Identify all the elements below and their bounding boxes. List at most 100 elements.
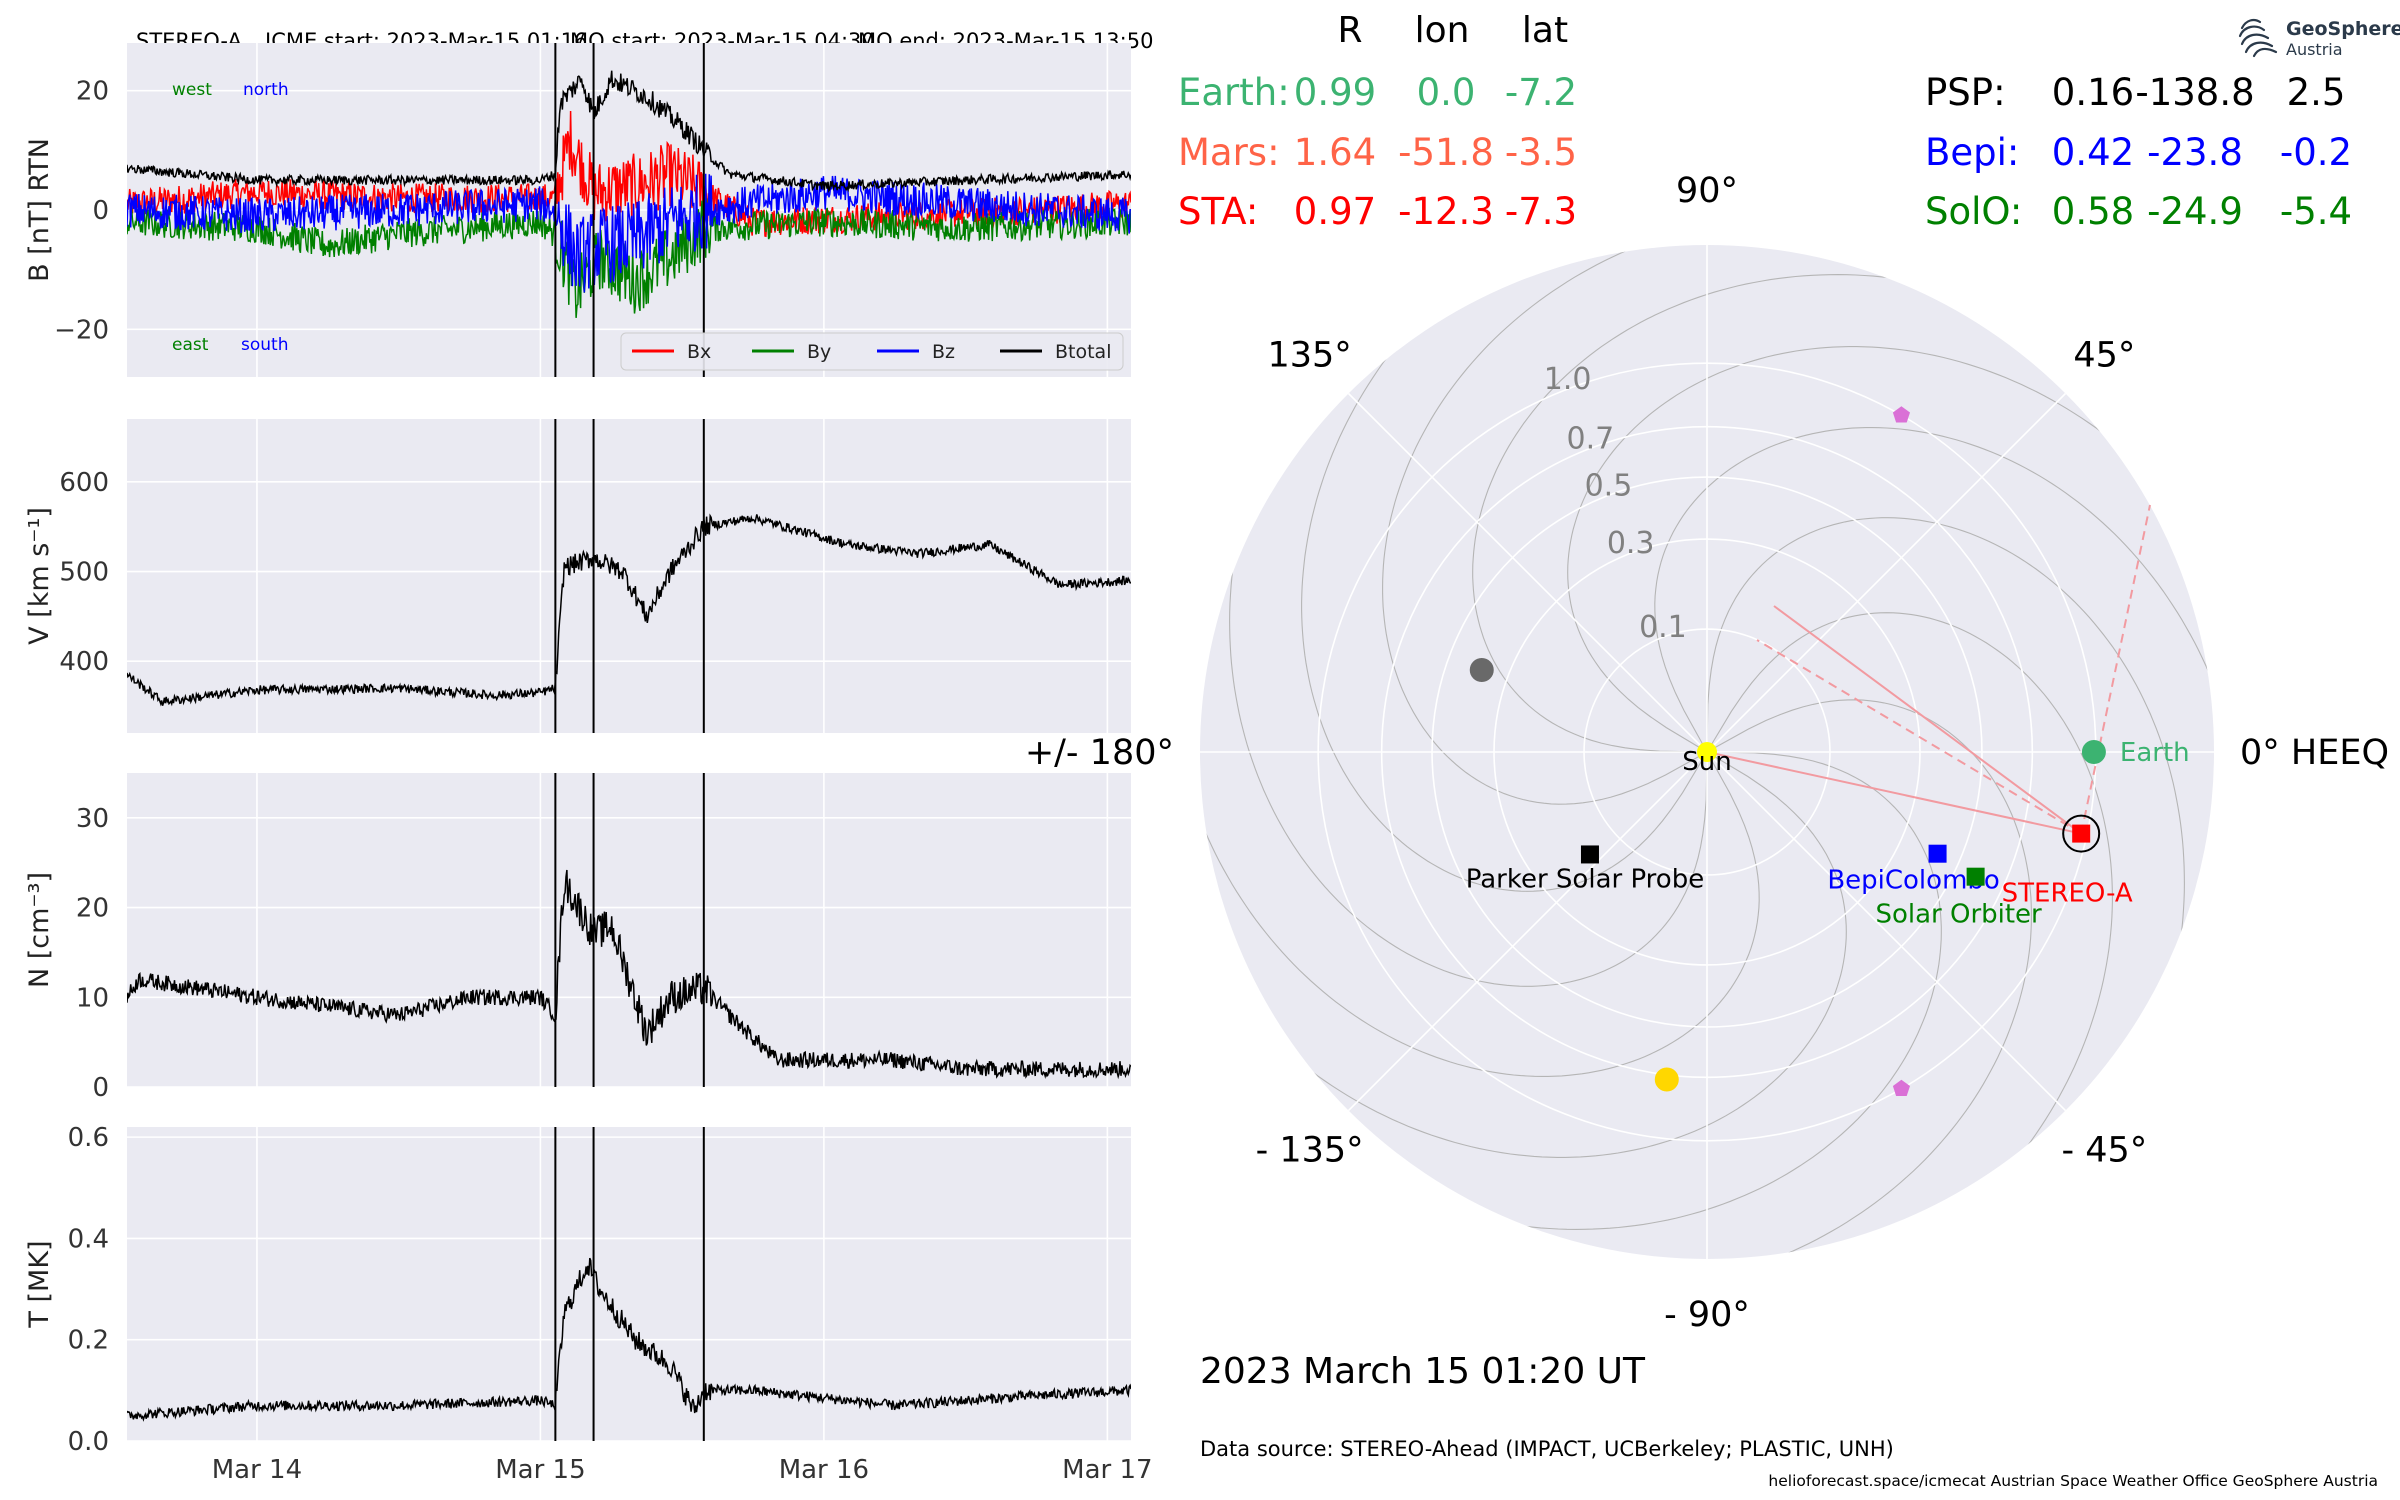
y-tick-label: 600 — [59, 468, 109, 498]
pos-right-lat-2: -5.4 — [2280, 190, 2352, 233]
parker-spiral-0 — [1478, 751, 1942, 1230]
panel-b-field: −20 0 20 B [nT] RTN west north east south Bx By Bz… — [24, 43, 1131, 377]
legend-frame — [620, 332, 1124, 371]
series-line-v — [127, 513, 1131, 707]
y-tick-label: 400 — [59, 647, 109, 677]
parker-spiral-8 — [1301, 320, 1708, 892]
x-tick-label: Mar 15 — [495, 1455, 585, 1485]
body-marker-sun — [1697, 742, 1717, 762]
series-line-btotal — [127, 70, 1131, 193]
panel-t-series-group — [127, 1257, 1131, 1422]
parker-spiral-4 — [1654, 427, 2214, 753]
cme-line-0 — [1773, 605, 2082, 835]
body-marker-l5 — [1892, 1079, 1910, 1096]
panel-b-series-group — [127, 70, 1131, 318]
cme-line-center — [1706, 751, 2082, 835]
pos-right-r-0: 0.16 — [2052, 71, 2134, 114]
pos-left-r-1: 1.64 — [1294, 131, 1376, 174]
pos-right-lon-1: -23.8 — [2147, 131, 2243, 174]
body-marker-l4 — [1892, 406, 1910, 423]
y-tick-label: 0.0 — [68, 1427, 109, 1457]
pos-right-lat-1: -0.2 — [2280, 131, 2352, 174]
series-line-t — [127, 1257, 1131, 1422]
geosphere-logo-icon — [2238, 18, 2278, 58]
body-marker-parker-solar-probe — [1580, 845, 1599, 864]
y-tick-label: 10 — [76, 983, 109, 1013]
pos-left-lon-0: 0.0 — [1417, 71, 1476, 114]
y-tick-label: 500 — [59, 558, 109, 588]
panel-t-background — [127, 1127, 1131, 1441]
series-line-bx — [127, 110, 1131, 238]
body-marker-solar-orbiter — [1966, 867, 1985, 886]
pos-right-r-1: 0.42 — [2052, 131, 2134, 174]
panel-t-temperature: Mar 14 Mar 15 Mar 16 Mar 17 0.0 0.2 0.4 0.6 T [M… — [24, 1123, 1153, 1485]
series-line-by — [127, 198, 1131, 318]
stereo-a-ring — [2062, 814, 2101, 853]
parker-spirals — [1200, 245, 2214, 1259]
parker-spiral-9 — [1229, 523, 1708, 987]
legend: Bx By Bz Btotal — [620, 332, 1124, 371]
pos-right-lon-2: -24.9 — [2147, 190, 2243, 233]
pos-right-name-1: Bepi: — [1925, 131, 2019, 174]
legend-label-bz: Bz — [932, 341, 955, 363]
parker-spiral-11 — [1275, 751, 1847, 1158]
cme-line-1 — [1756, 639, 2082, 835]
panel-n-ylabel: N [cm⁻³] — [24, 872, 55, 988]
pos-left-lat-1: -3.5 — [1505, 131, 1577, 174]
x-tick-label: Mar 14 — [212, 1455, 302, 1485]
angle-label: 0° HEEQ — [2240, 733, 2389, 773]
series-line-n — [127, 869, 1131, 1080]
y-tick-label: 0.4 — [68, 1224, 109, 1254]
radial-tick-label: 0.7 — [1567, 421, 1615, 456]
pos-left-lon-1: -51.8 — [1398, 131, 1494, 174]
body-label-parker-solar-probe: Parker Solar Probe — [1466, 864, 1704, 894]
body-label-solar-orbiter: Solar Orbiter — [1875, 900, 2042, 930]
body-marker-mercury — [1469, 658, 1494, 683]
parker-spiral-1 — [1706, 699, 2032, 1259]
radial-tick-label: 0.1 — [1639, 610, 1687, 645]
parker-spiral-6 — [1472, 274, 1936, 753]
y-tick-label: 0.6 — [68, 1123, 109, 1153]
body-marker-earth — [2081, 740, 2106, 764]
angle-label: - 45° — [2061, 1130, 2147, 1170]
panel-v-ylabel: V [km s⁻¹] — [24, 507, 55, 645]
legend-label-bx: Bx — [687, 341, 711, 363]
panel-v-series-group — [127, 513, 1131, 707]
pos-right-lat-0: 2.5 — [2287, 71, 2346, 114]
pos-left-lat-2: -7.3 — [1505, 190, 1577, 233]
y-tick-label: 30 — [76, 804, 109, 834]
logo-word-geosphere: GeoSphere — [2286, 18, 2400, 40]
body-label-earth: Earth — [2120, 738, 2190, 768]
angle-label: - 135° — [1256, 1130, 1364, 1170]
radial-tick-label: 0.5 — [1585, 468, 1633, 503]
pos-left-name-1: Mars: — [1178, 131, 1280, 174]
geosphere-logo: GeoSphere Austria — [2236, 14, 2400, 62]
parker-spiral-10 — [1200, 751, 1760, 1077]
y-tick-label: 0 — [92, 1073, 109, 1103]
corner-label-south: south — [241, 335, 288, 355]
parker-spiral-2 — [1706, 612, 2113, 1184]
parker-spiral-5 — [1567, 346, 2139, 753]
pos-left-lon-2: -12.3 — [1398, 190, 1494, 233]
data-source: Data source: STEREO-Ahead (IMPACT, UCBer… — [1200, 1437, 1894, 1461]
body-marker-venus — [1654, 1067, 1679, 1092]
body-marker-bepicolombo — [1928, 844, 1947, 863]
angle-label: +/- 180° — [1025, 733, 1174, 773]
body-marker-stereo-a — [2072, 824, 2091, 843]
cme-line-2 — [2080, 504, 2151, 834]
position-table: R lon lat Earth: 0.99 0.0 -7.2 Mars: 1.64 -51.… — [1178, 10, 2352, 233]
timestamp: 2023 March 15 01:20 UT — [1200, 1351, 1646, 1392]
x-tick-label: Mar 17 — [1062, 1455, 1152, 1485]
y-tick-label: 20 — [76, 894, 109, 924]
y-tick-label: 20 — [76, 77, 109, 107]
pos-left-name-2: STA: — [1178, 190, 1258, 233]
pos-header-lon: lon — [1415, 10, 1470, 51]
pos-right-name-0: PSP: — [1925, 71, 2006, 114]
y-tick-label: 0 — [92, 196, 109, 226]
pos-left-name-0: Earth: — [1178, 71, 1290, 114]
credits: helioforecast.space/icmecat Austrian Spa… — [1768, 1472, 2378, 1490]
legend-label-btotal: Btotal — [1055, 341, 1111, 363]
panel-b-ylabel: B [nT] RTN — [24, 138, 55, 282]
parker-spiral-7 — [1382, 245, 1708, 805]
